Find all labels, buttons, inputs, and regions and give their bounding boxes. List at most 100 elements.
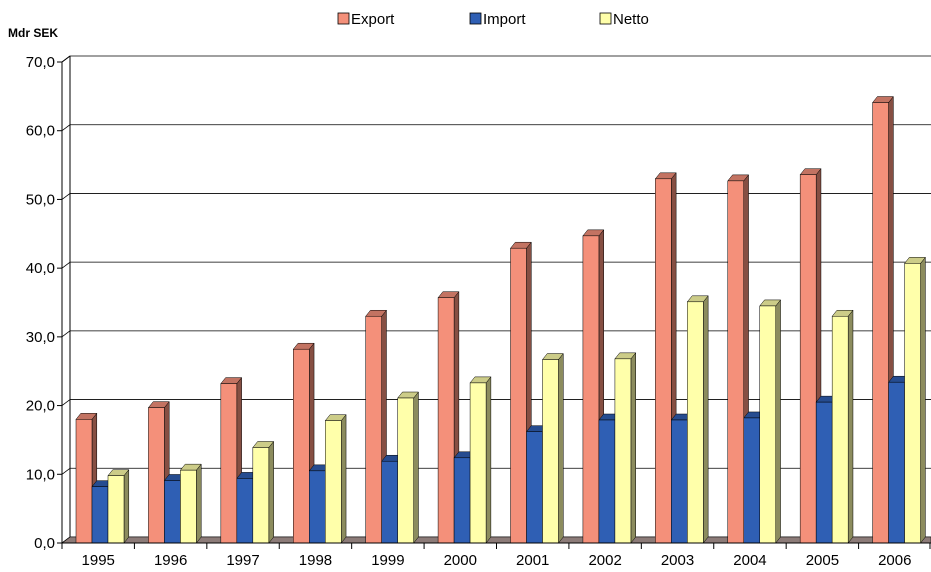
bar-netto-2006 xyxy=(904,256,926,544)
legend-label: Export xyxy=(351,11,395,28)
x-tick-label: 2001 xyxy=(516,552,549,569)
bar-front xyxy=(759,305,776,544)
bar-front xyxy=(655,178,672,544)
bar-front xyxy=(727,180,744,544)
x-tick-label: 1995 xyxy=(82,552,115,569)
top-depth-edge xyxy=(61,55,71,63)
gridline-depth xyxy=(61,330,71,338)
bar-netto-2002 xyxy=(614,352,637,544)
x-tick-label: 2004 xyxy=(733,552,766,569)
x-tick-labels: 1995 1996 1997 1998 1999 2000 2001 2002 2003 2004… xyxy=(82,552,912,569)
bar-front xyxy=(815,401,833,544)
legend-swatch xyxy=(469,12,482,25)
bar-front xyxy=(252,447,270,544)
gridlines xyxy=(61,55,931,544)
bar-front xyxy=(107,475,125,544)
bar-side xyxy=(920,256,926,544)
y-tick-label: 10,0 xyxy=(26,466,55,483)
bar-side xyxy=(558,352,564,544)
bar-front xyxy=(453,457,471,544)
bar-front xyxy=(510,247,527,544)
bar-side xyxy=(196,463,202,544)
y-tick-label: 0,0 xyxy=(34,535,55,552)
bar-front xyxy=(365,315,382,544)
bar-side xyxy=(630,352,636,544)
bar-side xyxy=(847,309,854,544)
bar-netto-2004 xyxy=(759,299,782,544)
x-tick-label: 2005 xyxy=(806,552,839,569)
bar-front xyxy=(831,315,849,544)
bar-netto-1998 xyxy=(324,413,347,544)
bar-netto-2005 xyxy=(831,309,854,544)
bar-netto-1999 xyxy=(397,391,419,544)
legend-label: Import xyxy=(483,11,526,28)
bar-front xyxy=(75,419,93,544)
legend: Export Import Netto xyxy=(337,11,649,28)
bar-front xyxy=(220,383,238,544)
y-axis-unit-label: Mdr SEK xyxy=(8,26,58,40)
bar-front xyxy=(325,420,342,544)
bar-front xyxy=(180,469,197,544)
x-tick-label: 2002 xyxy=(588,552,621,569)
bars-group xyxy=(75,95,926,544)
x-tick-label: 1996 xyxy=(154,552,187,569)
gridline-depth xyxy=(61,124,71,132)
legend-label: Netto xyxy=(613,11,649,28)
legend-swatch xyxy=(337,12,350,25)
bar-netto-2000 xyxy=(469,376,492,544)
bar-front xyxy=(872,102,889,544)
gridline-depth xyxy=(61,467,71,475)
bar-front xyxy=(293,348,310,544)
bar-front xyxy=(397,397,414,544)
x-tick-label: 1997 xyxy=(226,552,259,569)
x-tick-label: 2006 xyxy=(878,552,911,569)
bar-front xyxy=(164,480,181,544)
legend-item-import: Import xyxy=(469,11,526,28)
bar-front xyxy=(148,407,165,544)
y-tick-label: 40,0 xyxy=(26,260,55,277)
bar-front xyxy=(542,359,559,544)
bar-front xyxy=(582,235,600,544)
bar-front xyxy=(309,470,326,544)
legend-item-export: Export xyxy=(337,11,395,28)
y-tick-label: 30,0 xyxy=(26,329,55,346)
bar-side xyxy=(268,440,274,544)
bar-front xyxy=(437,297,455,544)
x-tick-label: 2003 xyxy=(661,552,694,569)
bar-side xyxy=(703,295,709,544)
y-tick-label: 20,0 xyxy=(26,398,55,415)
x-tick-label: 1998 xyxy=(299,552,332,569)
bar-export-2004 xyxy=(727,174,750,544)
y-tick-label: 70,0 xyxy=(26,54,55,71)
bar-front xyxy=(799,174,817,544)
bar-export-2002 xyxy=(582,229,605,544)
y-tick-label: 60,0 xyxy=(26,123,55,140)
bar-side xyxy=(775,299,781,544)
legend-swatch xyxy=(599,12,612,25)
bar-side xyxy=(341,413,347,544)
bar-front xyxy=(888,381,905,544)
bar-front xyxy=(598,419,616,544)
bar-netto-1996 xyxy=(179,463,202,544)
axes-group xyxy=(57,55,931,549)
legend-item-netto: Netto xyxy=(599,11,649,28)
bar-front xyxy=(904,263,921,544)
bar-front xyxy=(614,358,632,544)
gridline-depth xyxy=(61,399,71,406)
x-tick-label: 2000 xyxy=(444,552,477,569)
bar-export-2001 xyxy=(509,241,532,544)
bar-front xyxy=(236,478,254,544)
bar-front xyxy=(671,419,688,544)
gridline-depth xyxy=(61,193,71,200)
x-tick-label: 1999 xyxy=(371,552,404,569)
bar-netto-2001 xyxy=(541,352,564,544)
y-tick-labels: 0,0 10,0 20,0 30,0 40,0 50,0 60,0 70,0 xyxy=(26,54,55,552)
bar-netto-1997 xyxy=(252,440,275,544)
bar-side xyxy=(123,468,130,544)
bar-front xyxy=(381,460,398,544)
bar-export-1995 xyxy=(75,412,98,544)
bar-front xyxy=(469,382,487,544)
bar-netto-1995 xyxy=(107,468,130,544)
bar-side xyxy=(485,376,492,544)
